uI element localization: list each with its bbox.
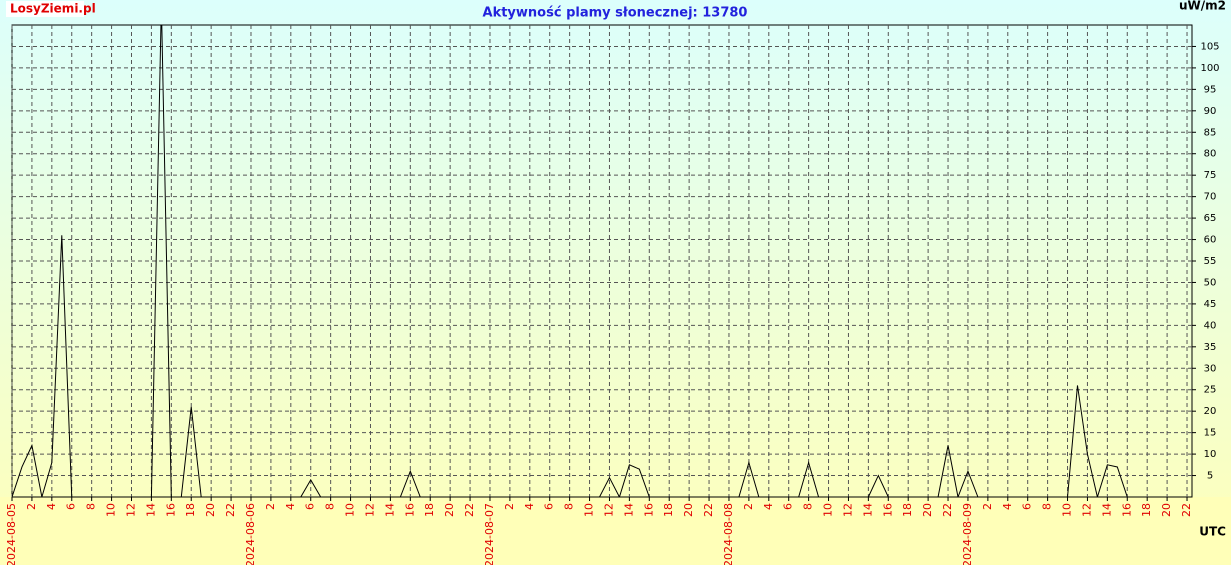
x-tick-label: 2024-08-05 xyxy=(5,503,18,565)
x-tick-label: 12 xyxy=(602,503,615,517)
y-tick-label: 100 xyxy=(1200,63,1219,74)
x-tick-label: 14 xyxy=(144,503,157,517)
x-tick-label: 8 xyxy=(563,503,576,510)
y-tick-label: 90 xyxy=(1204,106,1217,117)
x-tick-label: 2024-08-07 xyxy=(483,503,496,565)
x-tick-label: 20 xyxy=(443,503,456,517)
y-tick-label: 75 xyxy=(1204,170,1217,181)
x-tick-label: 10 xyxy=(1061,503,1074,517)
y-tick-label: 5 xyxy=(1207,471,1213,482)
x-tick-label: 2 xyxy=(981,503,994,510)
x-tick-label: 16 xyxy=(403,503,416,517)
y-tick-label: 65 xyxy=(1204,213,1217,224)
brand-box xyxy=(6,1,84,17)
y-tick-label: 20 xyxy=(1204,406,1217,417)
x-tick-label: 2024-08-08 xyxy=(722,503,735,565)
y-tick-label: 80 xyxy=(1204,149,1217,160)
x-tick-label: 8 xyxy=(324,503,337,510)
x-tick-label: 20 xyxy=(204,503,217,517)
x-tick-label: 18 xyxy=(1140,503,1153,517)
y-tick-label: 105 xyxy=(1200,41,1219,52)
x-tick-label: 16 xyxy=(881,503,894,517)
x-tick-label: 2024-08-06 xyxy=(244,503,257,565)
x-axis-label: UTC xyxy=(1199,525,1226,539)
x-tick-label: 8 xyxy=(802,503,815,510)
x-tick-label: 12 xyxy=(1080,503,1093,517)
x-tick-label: 14 xyxy=(383,503,396,517)
axis-band xyxy=(0,497,1231,565)
x-tick-label: 10 xyxy=(344,503,357,517)
y-tick-label: 60 xyxy=(1204,235,1217,246)
x-tick-label: 12 xyxy=(363,503,376,517)
x-tick-label: 4 xyxy=(45,503,58,510)
x-tick-label: 10 xyxy=(105,503,118,517)
x-tick-label: 4 xyxy=(523,503,536,510)
x-tick-label: 6 xyxy=(304,503,317,510)
y-tick-label: 10 xyxy=(1204,449,1217,460)
x-tick-label: 14 xyxy=(1100,503,1113,517)
x-tick-label: 18 xyxy=(184,503,197,517)
y-axis-label: uW/m2 xyxy=(1179,0,1226,13)
x-tick-label: 18 xyxy=(662,503,675,517)
chart-title: Aktywność plamy słonecznej: 13780 xyxy=(483,6,748,21)
x-tick-label: 14 xyxy=(622,503,635,517)
x-tick-label: 12 xyxy=(841,503,854,517)
x-tick-label: 10 xyxy=(822,503,835,517)
x-tick-label: 12 xyxy=(124,503,137,517)
x-tick-label: 6 xyxy=(782,503,795,510)
y-tick-label: 95 xyxy=(1204,84,1217,95)
x-tick-label: 4 xyxy=(284,503,297,510)
x-tick-label: 18 xyxy=(901,503,914,517)
x-tick-label: 2 xyxy=(264,503,277,510)
x-tick-label: 22 xyxy=(1180,503,1193,517)
y-tick-label: 25 xyxy=(1204,385,1217,396)
x-tick-label: 16 xyxy=(1120,503,1133,517)
y-tick-label: 15 xyxy=(1204,428,1217,439)
x-tick-label: 20 xyxy=(921,503,934,517)
y-tick-label: 50 xyxy=(1204,277,1217,288)
x-tick-label: 20 xyxy=(682,503,695,517)
x-tick-label: 6 xyxy=(65,503,78,510)
y-tick-label: 40 xyxy=(1204,320,1217,331)
y-tick-label: 35 xyxy=(1204,342,1217,353)
y-tick-label: 30 xyxy=(1204,363,1217,374)
data-line xyxy=(12,25,1128,497)
x-tick-label: 16 xyxy=(164,503,177,517)
x-tick-label: 4 xyxy=(1001,503,1014,510)
x-tick-label: 10 xyxy=(583,503,596,517)
x-tick-label: 2 xyxy=(742,503,755,510)
x-tick-label: 8 xyxy=(1041,503,1054,510)
x-tick-label: 6 xyxy=(1021,503,1034,510)
x-tick-label: 22 xyxy=(702,503,715,517)
x-tick-label: 2 xyxy=(503,503,516,510)
x-tick-label: 2 xyxy=(25,503,38,510)
x-tick-label: 2024-08-09 xyxy=(961,503,974,565)
x-tick-label: 22 xyxy=(941,503,954,517)
y-tick-label: 45 xyxy=(1204,299,1217,310)
x-tick-label: 22 xyxy=(463,503,476,517)
x-tick-label: 22 xyxy=(224,503,237,517)
x-tick-label: 16 xyxy=(642,503,655,517)
y-tick-label: 85 xyxy=(1204,127,1217,138)
x-tick-label: 14 xyxy=(861,503,874,517)
x-tick-label: 8 xyxy=(85,503,98,510)
x-tick-label: 4 xyxy=(762,503,775,510)
x-tick-label: 20 xyxy=(1160,503,1173,517)
y-tick-label: 70 xyxy=(1204,192,1217,203)
y-tick-label: 55 xyxy=(1204,256,1217,267)
x-tick-label: 6 xyxy=(543,503,556,510)
x-tick-label: 18 xyxy=(423,503,436,517)
brand: LosyZiemi.pl xyxy=(10,2,96,16)
